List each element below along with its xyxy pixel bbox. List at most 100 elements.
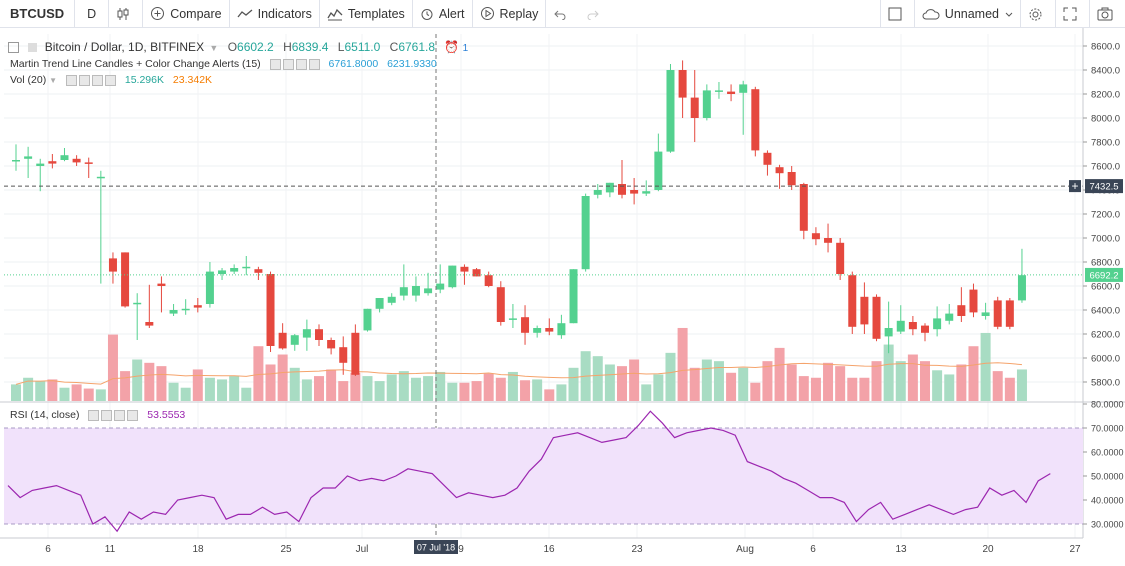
undo-icon: [554, 8, 567, 20]
volume-bar: [568, 367, 579, 401]
candle: [351, 324, 360, 376]
time-tick-label: 25: [280, 544, 292, 555]
alert-label: Alert: [438, 6, 465, 21]
time-tick-label: 16: [543, 544, 555, 555]
candle: [593, 184, 602, 199]
save-layout-button[interactable]: Unnamed: [915, 0, 1021, 28]
candle-body: [751, 89, 760, 151]
volume-bar: [423, 376, 434, 401]
templates-button[interactable]: Templates: [320, 0, 413, 28]
alert-button[interactable]: Alert: [413, 0, 473, 28]
candle: [436, 264, 445, 294]
time-tick-label: 11: [105, 544, 116, 555]
candle: [884, 301, 893, 354]
volume-controls[interactable]: [65, 74, 116, 86]
indicator-name[interactable]: Martin Trend Line Candles + Color Change…: [10, 58, 261, 70]
candle-body: [84, 162, 93, 164]
candle-body: [12, 160, 20, 162]
volume-bar: [507, 371, 518, 401]
chevron-down-icon: [1005, 7, 1013, 21]
volume-bar: [629, 359, 640, 401]
candle: [424, 272, 433, 296]
candle-body: [727, 91, 736, 94]
volume-bar: [107, 334, 118, 401]
candle-body: [739, 84, 748, 93]
chevron-down-icon[interactable]: ▼: [209, 43, 219, 53]
undo-button[interactable]: [546, 0, 580, 28]
candle: [811, 227, 820, 246]
rsi-name[interactable]: RSI (14, close): [10, 409, 80, 421]
replay-button[interactable]: Replay: [473, 0, 547, 28]
candle: [363, 308, 372, 332]
volume-bar: [47, 379, 58, 401]
volume-value-1: 15.296K: [124, 74, 164, 86]
rsi-controls[interactable]: [88, 409, 139, 421]
volume-bar: [665, 352, 676, 401]
candle: [957, 287, 966, 322]
candle: [739, 80, 748, 135]
chart-style-button[interactable]: [109, 0, 144, 28]
candle: [654, 133, 663, 192]
layout-name: Unnamed: [944, 7, 999, 21]
candle: [618, 160, 626, 199]
collapse-icon[interactable]: [8, 42, 19, 54]
volume-bar: [471, 381, 482, 401]
candle-body: [521, 317, 530, 333]
candle-body: [654, 151, 663, 190]
rsi-tick-label: 60.0000: [1091, 448, 1124, 458]
candle-body: [315, 329, 323, 340]
compare-button[interactable]: Compare: [143, 0, 230, 28]
candle-body: [533, 328, 542, 333]
candle-body: [811, 233, 820, 240]
candle-body: [763, 152, 772, 165]
fullscreen-button[interactable]: [1056, 0, 1090, 28]
candle-body: [618, 184, 626, 195]
candle: [242, 256, 251, 276]
volume-bar: [1016, 369, 1027, 401]
settings-button[interactable]: [1021, 0, 1056, 28]
candle-body: [242, 266, 251, 269]
snapshot-button[interactable]: [1090, 0, 1125, 28]
price-tick-label: 7200.0: [1091, 210, 1120, 221]
indicators-button[interactable]: Indicators: [230, 0, 320, 28]
indicators-icon: [237, 7, 253, 21]
time-axis: 6 11 18 25 Jul 9 16 23 Aug 6 13 20 27 07 Jul '18: [0, 537, 1083, 555]
candle-body: [24, 156, 33, 159]
volume-bar: [289, 367, 300, 401]
volume-name[interactable]: Vol (20): [10, 74, 47, 86]
open-label: O: [227, 40, 238, 54]
alarm-icon[interactable]: ⏰: [444, 40, 460, 54]
price-tick-label: 8600.0: [1091, 42, 1120, 53]
indicator-controls[interactable]: [269, 58, 320, 70]
chart-canvas[interactable]: 5800.0 6000.0 6200.0 6400.0 6600.0 6800.0 7000…: [0, 28, 1125, 566]
main-title[interactable]: Bitcoin / Dollar, 1D, BITFINEX: [44, 40, 205, 54]
interval-button[interactable]: D: [75, 0, 110, 28]
candle-body: [266, 274, 275, 346]
redo-button[interactable]: [580, 0, 610, 28]
volume-bar: [944, 374, 955, 401]
volume-bar: [992, 371, 1003, 401]
candle: [1005, 298, 1014, 330]
symbol-search[interactable]: BTCUSD: [0, 0, 76, 28]
open-value: 6602.2: [237, 40, 274, 54]
candle-body: [896, 320, 905, 332]
candle: [824, 223, 833, 253]
volume-bar: [362, 376, 373, 401]
time-tick-label: 27: [1069, 544, 1081, 555]
fullscreen-box-button[interactable]: [879, 0, 915, 28]
crosshair-plus-icon: [1069, 180, 1081, 193]
candle: [108, 252, 117, 284]
candle: [181, 299, 190, 315]
candle-body: [860, 296, 869, 325]
candle-body: [824, 238, 833, 243]
last-price-badge: [1085, 267, 1123, 282]
volume-value-2: 23.342K: [172, 74, 213, 86]
chevron-down-icon[interactable]: ▼: [49, 76, 58, 85]
candle: [848, 271, 857, 334]
volume-bar: [459, 382, 470, 401]
plus-icon: +: [1071, 179, 1078, 193]
time-tick-label: 13: [895, 544, 907, 555]
candle: [508, 304, 517, 328]
volume-bar: [713, 361, 724, 401]
volume-bar: [301, 379, 312, 401]
